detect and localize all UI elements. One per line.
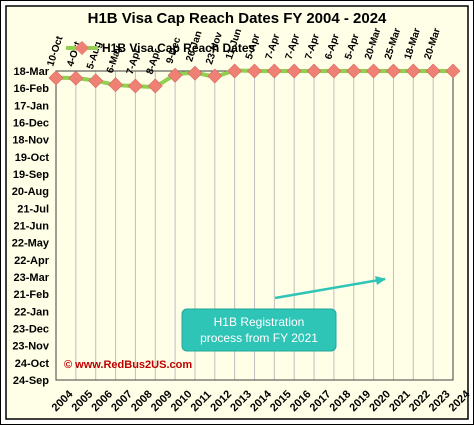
y-tick-label: 22-Apr [14, 255, 50, 267]
data-point-marker [366, 63, 382, 79]
y-tick-label: 23-Mar [14, 272, 50, 284]
data-point-marker [167, 67, 183, 83]
y-tick-label: 22-May [12, 238, 50, 250]
data-point-marker [306, 63, 322, 79]
y-tick-label: 17-Jan [14, 100, 49, 112]
y-tick-label: 23-Nov [12, 341, 50, 353]
y-tick-label: 16-Feb [14, 83, 50, 95]
annotation-callout: H1B Registration process from FY 2021 [181, 276, 386, 352]
data-point-marker [386, 63, 401, 79]
y-tick-label: 21-Jun [14, 221, 50, 233]
annotation-arrowhead [375, 276, 386, 285]
data-point-marker [48, 70, 64, 86]
data-point-marker [286, 63, 302, 79]
data-point-marker [346, 63, 362, 79]
data-point-marker [68, 70, 84, 86]
legend-label: H1B Visa Cap Reach Dates [102, 41, 256, 55]
series-layer [48, 63, 461, 94]
y-tick-label: 20-Aug [12, 186, 49, 198]
data-point-marker [247, 63, 262, 79]
data-point-marker [326, 63, 342, 79]
y-tick-label: 23-Dec [13, 324, 49, 336]
y-tick-label: 22-Jan [14, 306, 49, 318]
annotation-line-1: H1B Registration [214, 315, 305, 329]
chart-title: H1B Visa Cap Reach Dates FY 2004 - 2024 [88, 10, 387, 27]
annotation-box [181, 308, 337, 352]
y-tick-label: 24-Sep [13, 375, 49, 387]
y-tick-label: 21-Feb [14, 289, 50, 301]
y-tick-label: 19-Sep [13, 169, 49, 181]
y-tick-label: 21-Jul [17, 203, 49, 215]
data-point-marker [445, 63, 461, 79]
y-axis: 18-Mar 16-Feb 17-Jan 16-Dec 18-Nov 19-Oct 19-S… [12, 66, 50, 387]
y-tick-label: 19-Oct [15, 152, 50, 164]
watermark: © www.RedBus2US.com [64, 359, 192, 371]
y-tick-label: 24-Oct [15, 358, 50, 370]
data-point-marker [108, 77, 123, 93]
data-point-marker [207, 68, 223, 84]
data-point-marker [88, 73, 104, 89]
data-point-marker [425, 63, 441, 79]
data-point-marker [127, 78, 143, 94]
data-point-marker [405, 63, 421, 79]
data-point-marker [187, 65, 203, 81]
y-tick-label: 18-Mar [14, 66, 50, 78]
annotation-arrow-line [274, 277, 386, 300]
data-point-marker [227, 63, 243, 79]
y-tick-label: 18-Nov [12, 135, 50, 147]
data-point-marker [266, 63, 282, 79]
data-point-marker [147, 78, 163, 94]
annotation-line-2: process from FY 2021 [200, 331, 318, 345]
y-tick-label: 16-Dec [13, 118, 49, 130]
